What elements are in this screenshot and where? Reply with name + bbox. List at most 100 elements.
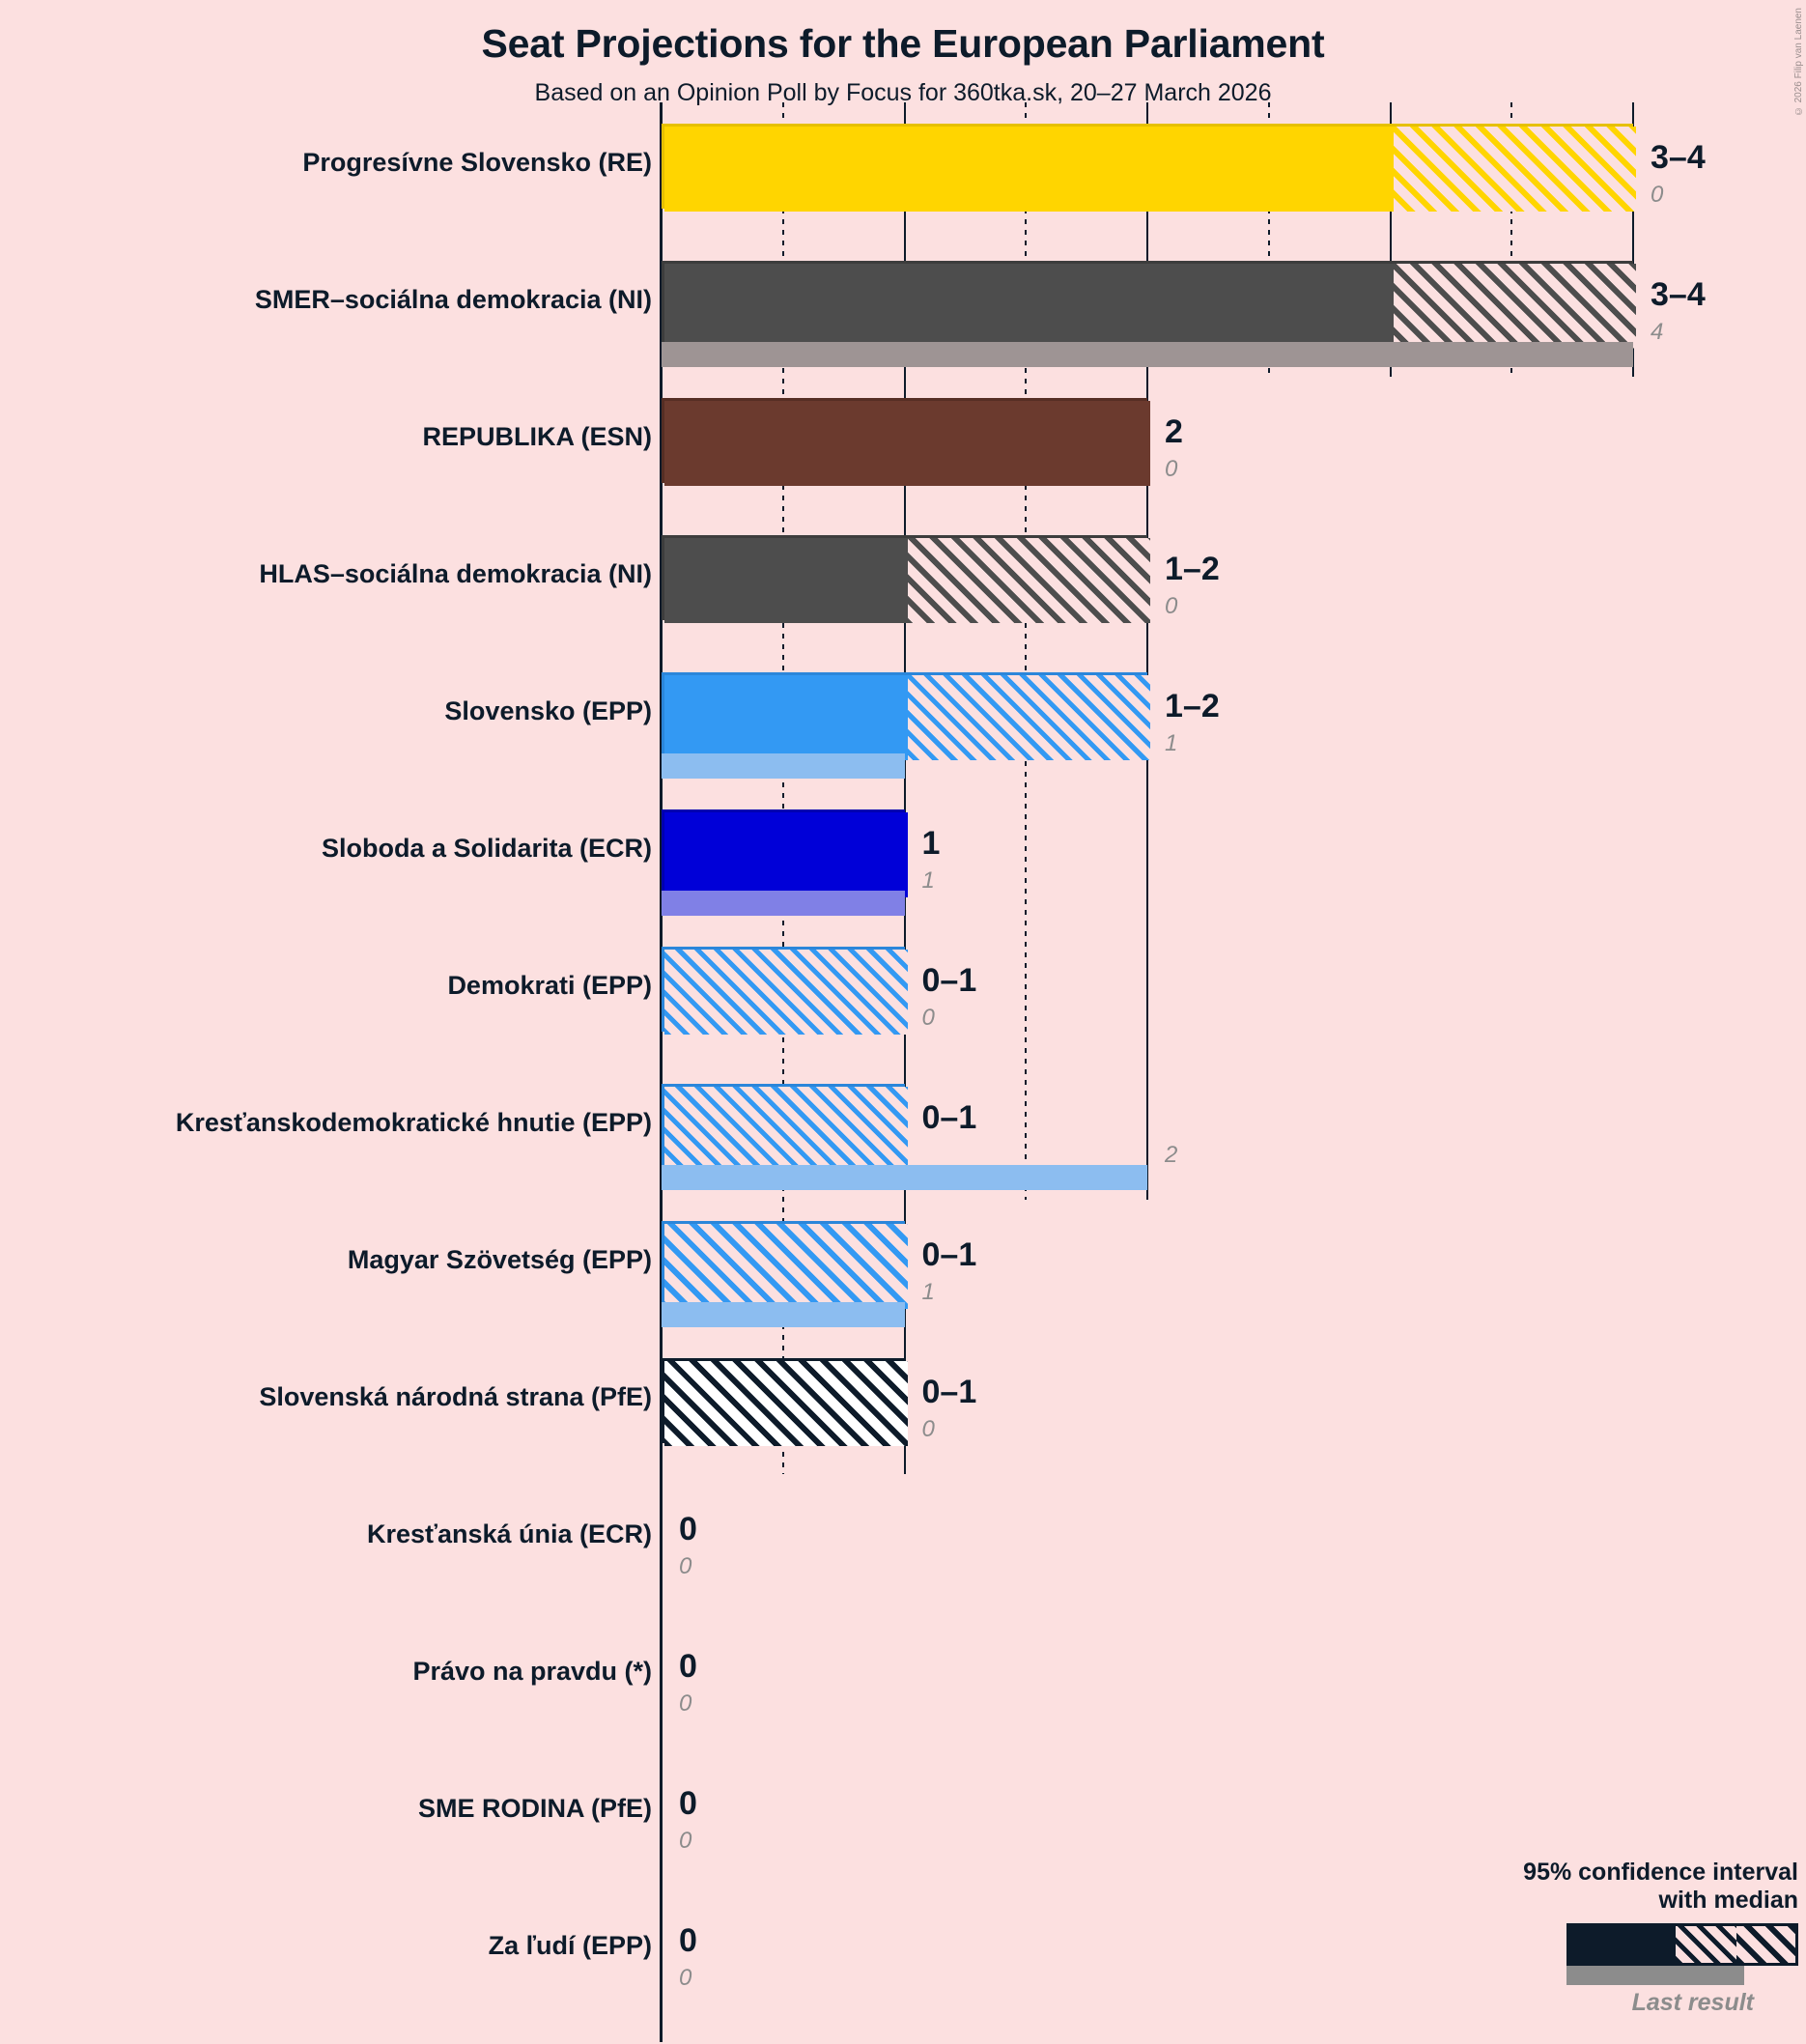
- ci-hatch-fill: [664, 950, 908, 1035]
- projected-seats-value: 3–4: [1651, 139, 1706, 176]
- bar-group: [662, 672, 1150, 809]
- gridline-0-5: [781, 102, 784, 1474]
- gridline-3: [1389, 102, 1392, 377]
- party-label: Slovenská národná strana (PfE): [259, 1382, 652, 1411]
- legend-title: 95% confidence interval with median: [1393, 1859, 1798, 1914]
- confidence-interval-bar: [662, 124, 1636, 212]
- last-result-value: 0: [1165, 593, 1178, 619]
- gridline-2-5: [1267, 102, 1270, 377]
- page-title: Seat Projections for the European Parlia…: [481, 21, 1325, 66]
- party-label: Sloboda a Solidarita (ECR): [321, 834, 652, 863]
- chart-subtitle: Based on an Opinion Poll by Focus for 36…: [534, 79, 1272, 106]
- gridline-2: [1146, 102, 1148, 1200]
- last-result-bar: [662, 342, 1633, 367]
- projected-seats-value: 2: [1165, 413, 1183, 450]
- confidence-interval-bar: [662, 535, 1150, 623]
- bar-group: [662, 124, 1636, 261]
- last-result-value: 0: [1651, 182, 1664, 208]
- last-result-value: 1: [1165, 730, 1178, 756]
- chart-row: Kresťanskodemokratické hnutie (EPP) 0–1 2: [0, 1084, 1806, 1221]
- party-label: SME RODINA (PfE): [418, 1794, 652, 1823]
- chart-row: Magyar Szövetség (EPP) 0–1 1: [0, 1221, 1806, 1358]
- party-label: Právo na pravdu (*): [412, 1657, 652, 1686]
- median-bar: [664, 812, 908, 897]
- median-bar: [664, 401, 1150, 486]
- projected-seats-value: 0: [679, 1922, 697, 1959]
- bar-group: [662, 261, 1636, 398]
- last-result-bar: [662, 891, 905, 916]
- projected-seats-value: 0: [679, 1511, 697, 1547]
- last-result-value: 0: [679, 1828, 692, 1854]
- bar-group: [662, 1358, 908, 1495]
- chart-row: Slovensko (EPP) 1–2 1: [0, 672, 1806, 809]
- confidence-interval-bar: [662, 809, 908, 897]
- median-bar: [664, 127, 1394, 212]
- chart-row: Progresívne Slovensko (RE) 3–4 0: [0, 124, 1806, 261]
- party-label: SMER–sociálna demokracia (NI): [254, 285, 652, 314]
- chart-row: Právo na pravdu (*) 0 0: [0, 1632, 1806, 1770]
- projected-seats-value: 3–4: [1651, 276, 1706, 313]
- projected-seats-value: 0: [679, 1648, 697, 1685]
- projected-seats-value: 1–2: [1165, 551, 1220, 587]
- chart-legend: 95% confidence interval with median Last…: [1393, 1859, 1798, 2017]
- last-result-value: 0: [921, 1005, 935, 1031]
- bar-group: [662, 809, 908, 947]
- last-result-bar: [662, 1302, 905, 1327]
- y-axis-line: [660, 102, 663, 2042]
- median-bar: [664, 538, 908, 623]
- legend-last-result-swatch: [1566, 1966, 1744, 1985]
- last-result-value: 0: [679, 1553, 692, 1579]
- legend-interval-swatch: [1566, 1923, 1798, 1966]
- chart-row: Kresťanská únia (ECR) 0 0: [0, 1495, 1806, 1632]
- last-result-value: 0: [679, 1965, 692, 1991]
- chart-row: Sloboda a Solidarita (ECR) 1 1: [0, 809, 1806, 947]
- last-result-value: 0: [921, 1416, 935, 1442]
- legend-last-result-label: Last result: [1631, 1989, 1754, 2016]
- gridline-1: [903, 102, 906, 1474]
- party-label: Demokrati (EPP): [447, 971, 652, 1000]
- legend-title-line2: with median: [1658, 1886, 1798, 1914]
- confidence-interval-bar: [662, 672, 1150, 760]
- chart-row: REPUBLIKA (ESN) 2 0: [0, 398, 1806, 535]
- last-result-value: 2: [1165, 1142, 1178, 1168]
- bar-group: [662, 947, 908, 1084]
- confidence-interval-bar: [662, 1084, 908, 1172]
- last-result-bar: [662, 753, 905, 779]
- chart-row: HLAS–sociálna demokracia (NI) 1–2 0: [0, 535, 1806, 672]
- last-result-value: 0: [1165, 456, 1178, 482]
- chart-row: SMER–sociálna demokracia (NI) 3–4 4: [0, 261, 1806, 398]
- confidence-interval-bar: [662, 398, 1150, 486]
- party-label: HLAS–sociálna demokracia (NI): [259, 559, 652, 588]
- party-label: Kresťanskodemokratické hnutie (EPP): [175, 1108, 652, 1137]
- ci-hatch-fill: [664, 1361, 908, 1446]
- projected-seats-value: 0: [679, 1785, 697, 1822]
- projected-seats-value: 0–1: [921, 1374, 977, 1410]
- projected-seats-value: 0–1: [921, 1099, 977, 1136]
- party-label: Slovensko (EPP): [444, 696, 652, 725]
- party-label: Progresívne Slovensko (RE): [302, 148, 652, 177]
- projected-seats-value: 1: [921, 825, 941, 862]
- legend-crosshatch-segment: [1675, 1926, 1737, 1963]
- gridline-4: [1632, 102, 1634, 377]
- last-result-value: 0: [679, 1690, 692, 1717]
- confidence-interval-bar: [662, 1358, 908, 1446]
- bar-group: [662, 398, 1150, 535]
- bar-group: [662, 1221, 908, 1358]
- confidence-interval-bar: [662, 1221, 908, 1309]
- gridline-3-5: [1510, 102, 1513, 377]
- legend-title-line1: 95% confidence interval: [1523, 1859, 1798, 1886]
- chart-row: SME RODINA (PfE) 0 0: [0, 1770, 1806, 1907]
- ci-hatch-fill: [664, 1224, 908, 1309]
- bar-group: [662, 535, 1150, 672]
- chart-row: Za ľudí (EPP) 0 0: [0, 1907, 1806, 2044]
- last-result-value: 1: [921, 1279, 935, 1305]
- party-label: Magyar Szövetség (EPP): [347, 1245, 652, 1274]
- confidence-interval-bar: [662, 261, 1636, 349]
- projected-seats-value: 1–2: [1165, 688, 1220, 724]
- confidence-interval-bar: [662, 947, 908, 1035]
- median-bar: [664, 675, 908, 760]
- ci-hatch-fill: [664, 1087, 908, 1172]
- projected-seats-value: 0–1: [921, 1236, 977, 1273]
- last-result-bar: [662, 1165, 1147, 1190]
